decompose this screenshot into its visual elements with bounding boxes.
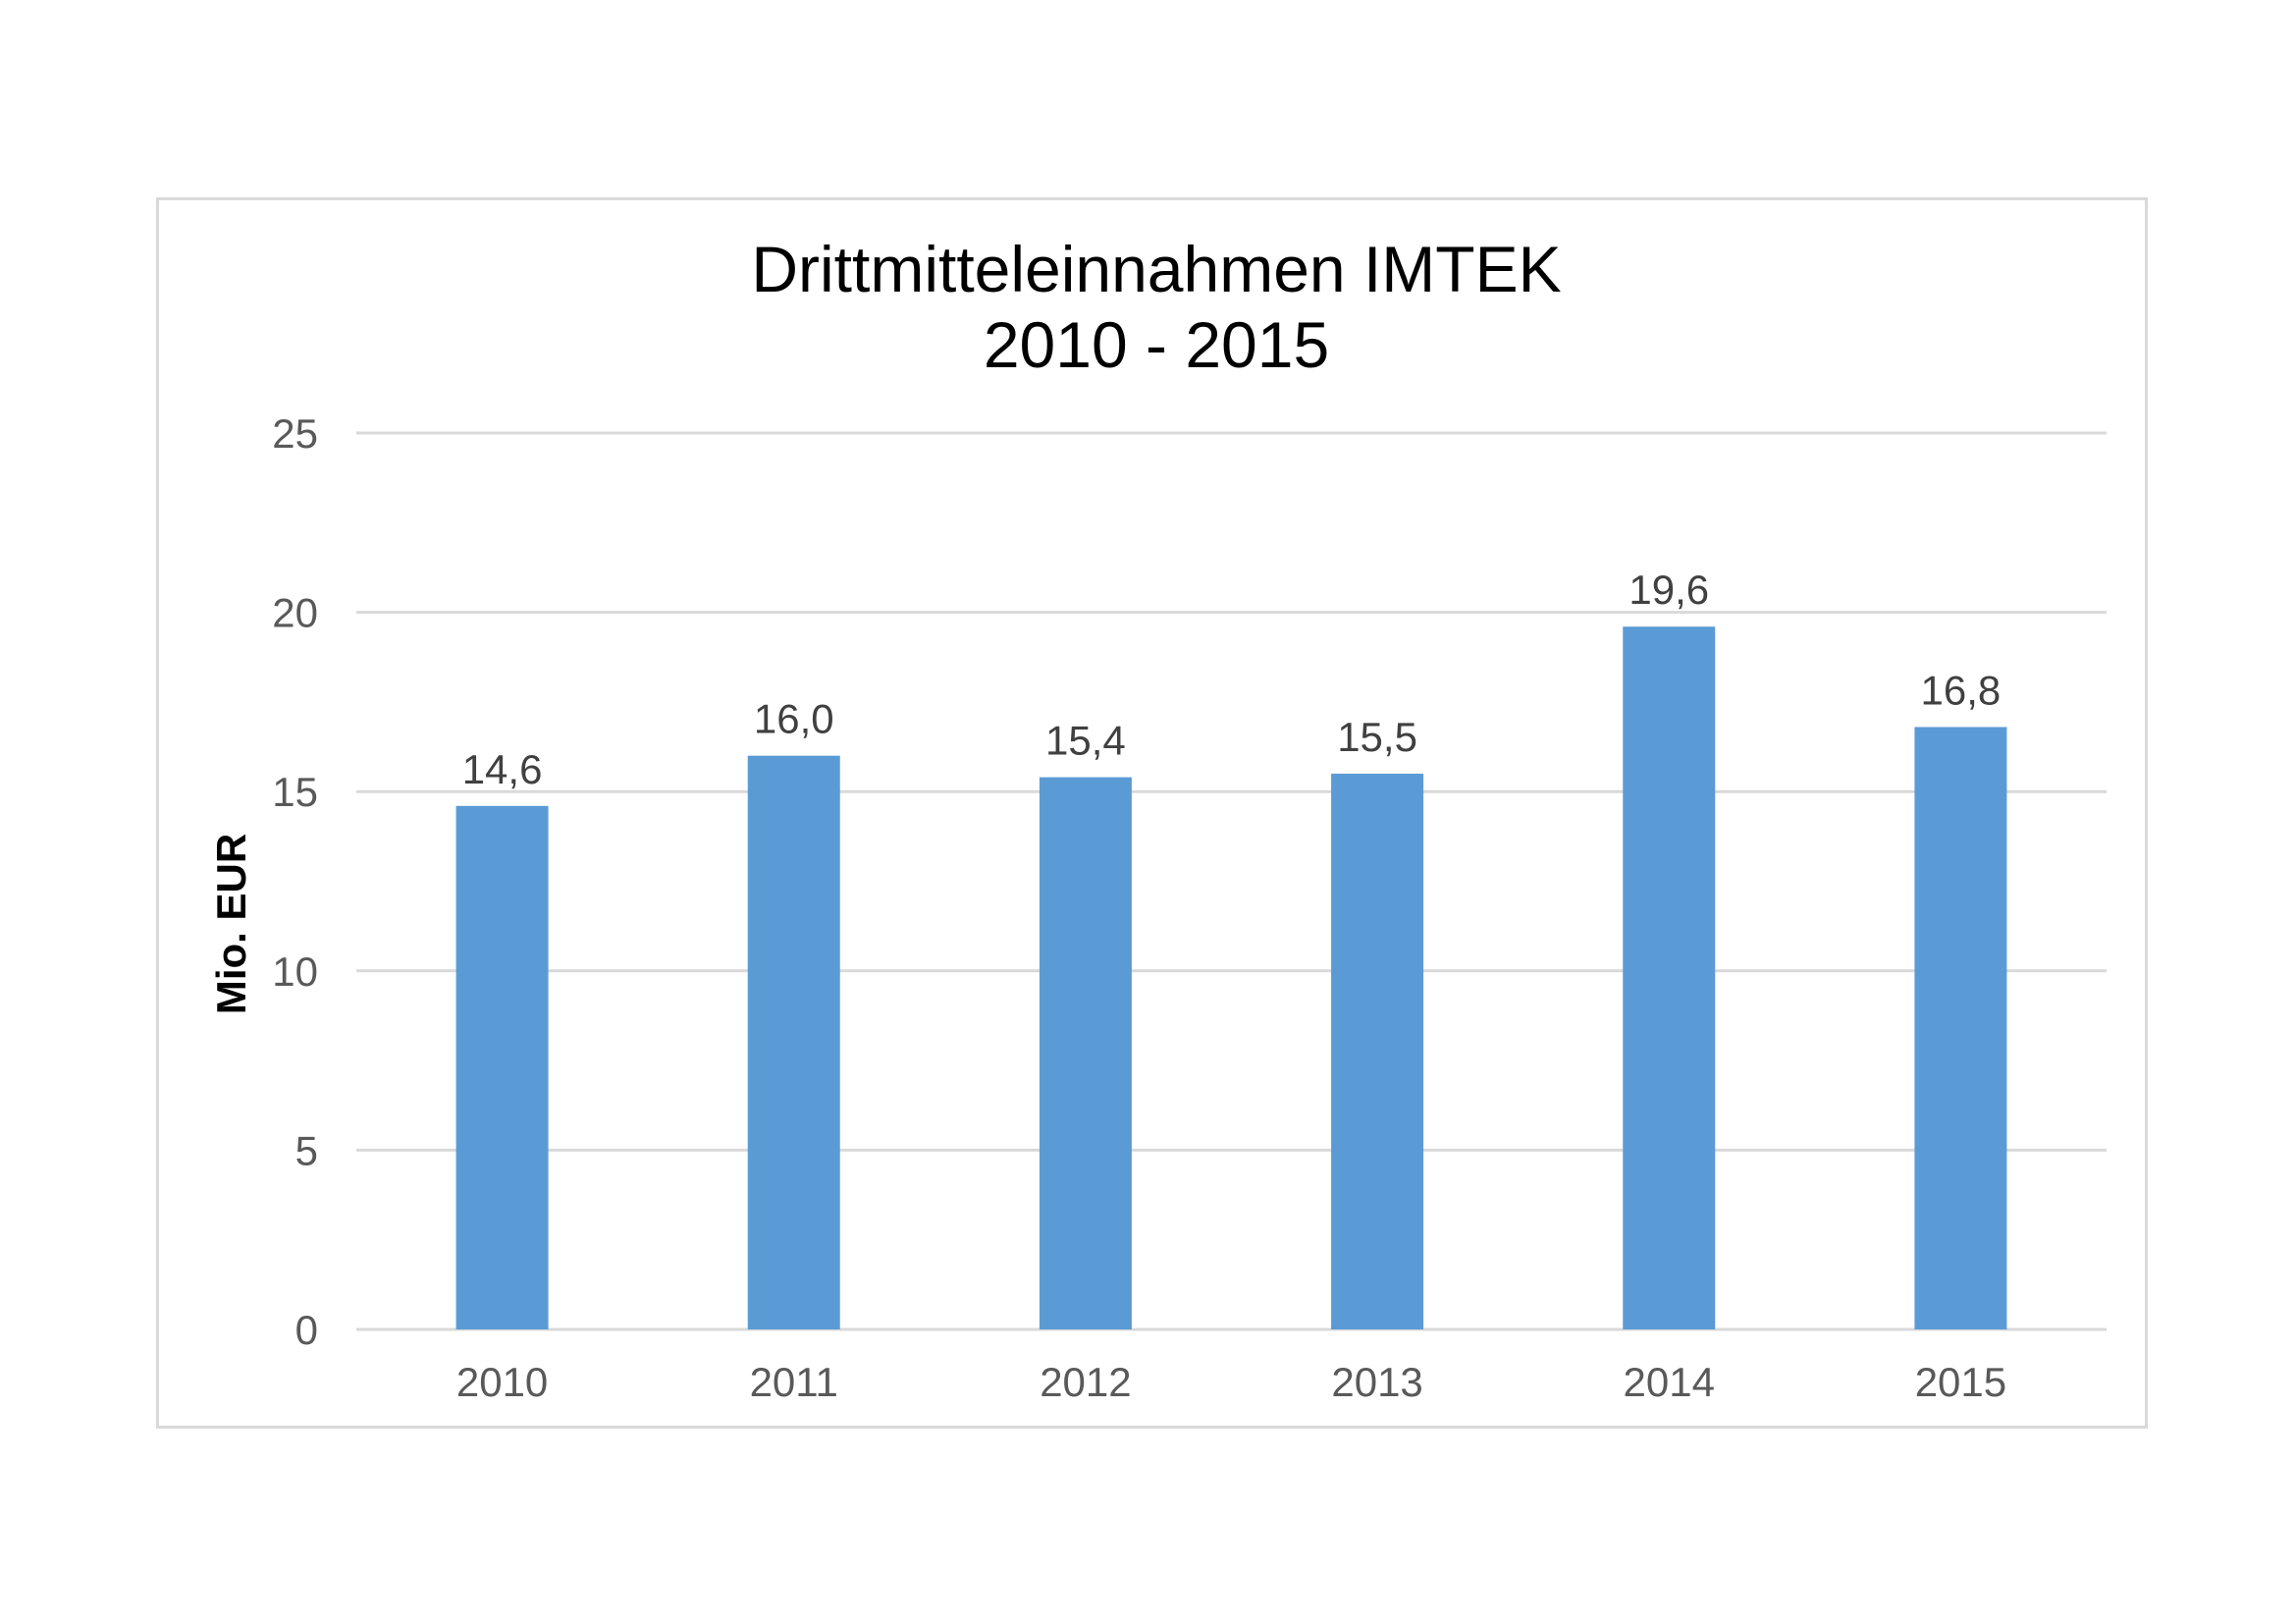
data-label: 16,8 [1921, 667, 2002, 713]
gridlines [356, 431, 2107, 1331]
bars [455, 626, 2007, 1329]
chart-title-line-1: Drittmitteleinnahmen IMTEK [751, 233, 1561, 305]
y-tick-label: 10 [272, 948, 318, 995]
data-label: 15,4 [1045, 718, 1126, 764]
x-tick-label: 2010 [456, 1359, 548, 1405]
x-tick-label: 2011 [750, 1359, 838, 1405]
data-label: 16,0 [754, 696, 834, 742]
data-label: 15,5 [1337, 714, 1417, 760]
y-tick-label: 5 [295, 1127, 318, 1173]
data-labels: 14,6 16,0 15,4 15,5 19,6 16,8 [462, 567, 2002, 792]
x-tick-label: 2013 [1331, 1359, 1422, 1405]
y-tick-label: 20 [272, 590, 318, 636]
data-label: 14,6 [462, 746, 543, 792]
bar-2015 [1914, 727, 2007, 1329]
y-axis-ticks: 0 5 10 15 20 25 [272, 410, 318, 1353]
bar-2014 [1623, 626, 1716, 1329]
y-tick-label: 25 [272, 410, 318, 457]
x-tick-label: 2015 [1915, 1359, 2006, 1405]
bar-2010 [455, 805, 549, 1329]
x-axis-ticks: 2010 2011 2012 2013 2014 2015 [456, 1359, 2006, 1405]
x-tick-label: 2012 [1040, 1359, 1131, 1405]
bar-2013 [1331, 773, 1424, 1329]
chart-title-line-2: 2010 - 2015 [984, 308, 1329, 381]
bar-2012 [1039, 777, 1132, 1329]
x-tick-label: 2014 [1624, 1359, 1715, 1405]
data-label: 19,6 [1629, 567, 1709, 613]
y-tick-label: 0 [295, 1307, 318, 1353]
y-tick-label: 15 [272, 769, 318, 815]
y-axis-label: Mio. EUR [208, 834, 254, 1014]
bar-2011 [747, 755, 840, 1329]
